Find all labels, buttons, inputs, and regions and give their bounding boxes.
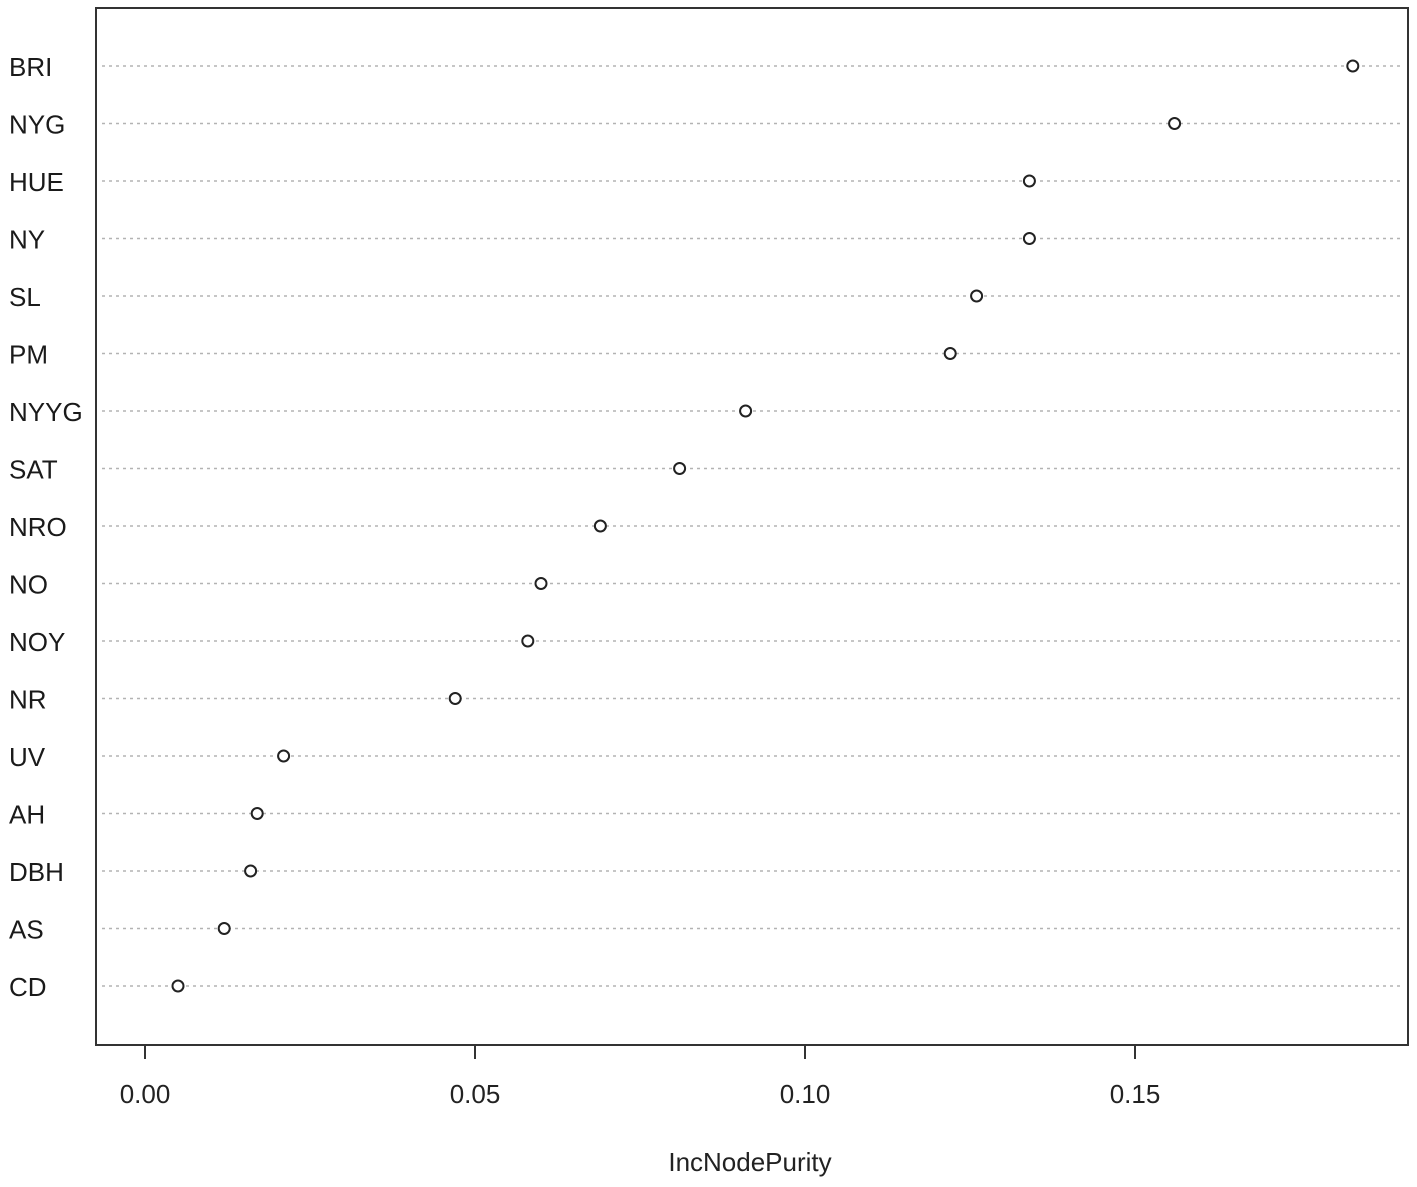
data-point-noy <box>521 634 535 648</box>
data-point-uv <box>277 749 291 763</box>
category-label-sat: SAT <box>9 455 58 485</box>
data-point-sl <box>970 289 984 303</box>
category-label-ny: NY <box>9 225 45 255</box>
category-label-noy: NOY <box>9 627 65 657</box>
data-point-ny <box>1022 232 1036 245</box>
data-point-nyyg <box>739 404 753 418</box>
x-tick-label-2: 0.10 <box>780 1079 831 1109</box>
data-point-pm <box>943 347 957 360</box>
data-point-ah <box>250 807 264 820</box>
category-label-uv: UV <box>9 742 46 772</box>
data-point-dbh <box>244 864 258 878</box>
category-label-as: AS <box>9 915 44 945</box>
data-point-nro <box>593 519 607 533</box>
category-label-pm: PM <box>9 340 48 370</box>
category-label-cd: CD <box>9 972 47 1002</box>
data-points <box>171 59 1360 993</box>
category-label-nyg: NYG <box>9 110 65 140</box>
data-point-bri <box>1346 59 1360 73</box>
x-tick-label-1: 0.05 <box>450 1079 501 1109</box>
x-axis-ticks: 0.00 0.05 0.10 0.15 <box>120 1045 1161 1109</box>
category-label-hue: HUE <box>9 167 64 197</box>
category-label-bri: BRI <box>9 52 52 82</box>
data-point-sat <box>673 462 687 475</box>
category-label-nro: NRO <box>9 512 67 542</box>
data-point-nyg <box>1168 117 1182 130</box>
category-label-nr: NR <box>9 685 47 715</box>
x-axis-title: IncNodePurity <box>668 1147 831 1177</box>
data-point-hue <box>1022 174 1036 188</box>
x-tick-label-3: 0.15 <box>1110 1079 1161 1109</box>
x-tick-label-0: 0.00 <box>120 1079 171 1109</box>
data-point-no <box>534 577 548 590</box>
category-label-ah: AH <box>9 800 45 830</box>
data-point-nr <box>448 692 462 705</box>
category-label-dbh: DBH <box>9 857 64 887</box>
data-point-as <box>217 922 231 935</box>
category-label-nyyg: NYYG <box>9 397 83 427</box>
category-labels: BRI NYG HUE NY SL PM NYYG SAT NRO NO NOY NR UV AH DBH A… <box>9 52 83 1002</box>
category-label-sl: SL <box>9 282 41 312</box>
data-point-cd <box>171 979 185 993</box>
grid-lines <box>102 65 1404 987</box>
category-label-no: NO <box>9 570 48 600</box>
